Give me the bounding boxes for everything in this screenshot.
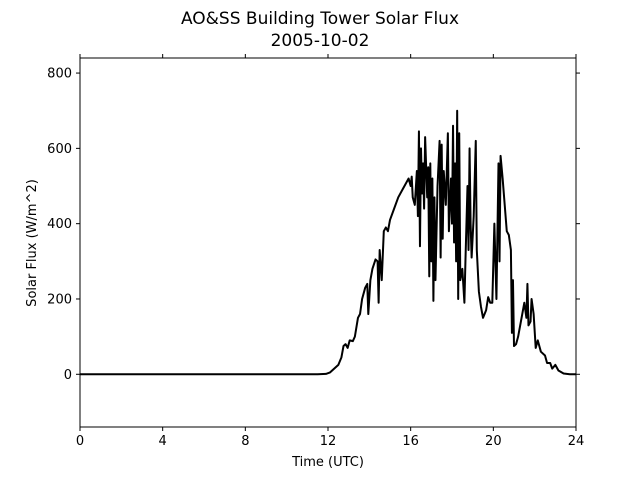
y-tick-label: 400	[47, 217, 72, 232]
chart-subtitle: 2005-10-02	[271, 31, 370, 51]
x-tick-label: 0	[76, 434, 84, 449]
y-tick-label: 600	[47, 142, 72, 157]
y-axis-ticks: 0 200 400 600 800	[47, 67, 580, 383]
x-axis-ticks: 0 4 8 12 16 20 24	[76, 54, 584, 449]
y-tick-label: 800	[47, 67, 72, 82]
y-tick-label: 200	[47, 292, 72, 307]
x-tick-label: 12	[320, 434, 337, 449]
y-axis-label: Solar Flux (W/m^2)	[25, 179, 40, 307]
x-tick-label: 4	[159, 434, 167, 449]
plot-area-frame	[79, 57, 577, 428]
x-axis-label: Time (UTC)	[291, 455, 364, 470]
x-tick-label: 20	[485, 434, 502, 449]
y-tick-label: 0	[64, 368, 72, 383]
x-tick-label: 16	[402, 434, 419, 449]
chart-title: AO&SS Building Tower Solar Flux	[181, 9, 459, 29]
solar-flux-line	[80, 109, 576, 376]
x-tick-label: 8	[241, 434, 249, 449]
x-tick-label: 24	[568, 434, 585, 449]
